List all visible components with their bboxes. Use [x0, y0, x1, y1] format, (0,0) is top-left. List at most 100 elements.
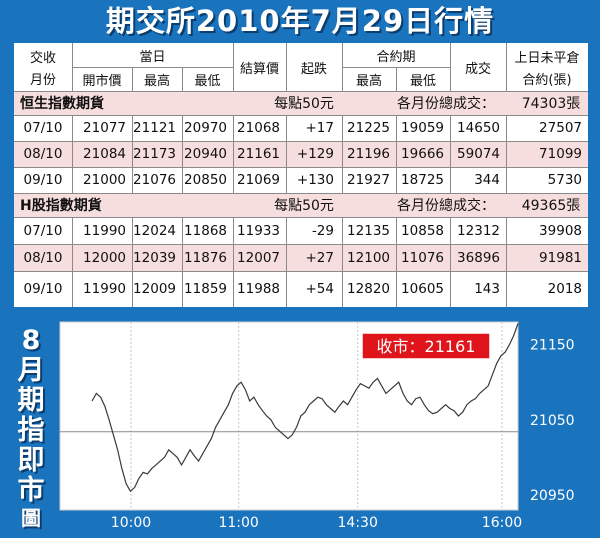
table-cell: 11076: [401, 249, 444, 266]
section-total-label: 各月份總成交：: [397, 198, 495, 214]
data-row-bg: [14, 271, 588, 307]
table-cell: 21069: [237, 172, 280, 188]
side-title-char: 期: [17, 385, 45, 416]
grid-vline: [506, 115, 507, 193]
grid-vline: [396, 217, 397, 307]
grid-hline: [14, 91, 588, 92]
grid-vline: [132, 115, 133, 193]
table-cell: 12009: [133, 281, 176, 297]
grid-vline: [342, 217, 343, 307]
data-row-bg: [14, 167, 588, 193]
section-point-value: 每點50元: [274, 198, 334, 214]
table-cell: 19666: [401, 146, 444, 162]
data-row-bg: [14, 217, 588, 244]
section-total: 74303張: [521, 96, 581, 112]
x-tick-label: 16:00: [482, 515, 522, 531]
header-today-group: 當日: [139, 49, 166, 65]
price-line: [91, 323, 519, 493]
table-cell: 14650: [457, 120, 500, 136]
table-cell: 21121: [133, 120, 176, 136]
page-title: 期交所2010年7月29日行情: [105, 4, 495, 38]
table-cell: 11859: [184, 281, 227, 297]
table-cell: 59074: [457, 146, 500, 162]
table-cell: 27507: [539, 120, 582, 136]
table-cell: 11868: [184, 222, 227, 239]
section-total: 49365張: [521, 198, 581, 214]
header-oi-line1: 上日未平倉: [514, 50, 580, 66]
table-cell: 21076: [133, 172, 176, 188]
side-title-char: 月: [17, 355, 45, 386]
grid-hline: [14, 244, 588, 245]
grid-vline: [233, 43, 234, 91]
grid-vline: [506, 217, 507, 307]
x-tick-label: 14:30: [338, 515, 378, 531]
header-contract-low: 最低: [409, 73, 436, 89]
closing-label: 收市：21161: [377, 337, 476, 356]
grid-vline: [396, 67, 397, 91]
grid-hline: [14, 217, 588, 218]
header-month-line1: 交收: [29, 50, 56, 66]
table-cell: 21225: [347, 120, 390, 136]
table-cell: 11933: [237, 222, 280, 239]
grid-vline: [182, 115, 183, 193]
table-cell: +17: [305, 120, 335, 136]
grid-vline: [72, 115, 73, 193]
grid-hline: [14, 141, 588, 142]
intraday-chart: 21150 21050 20950 10:00 11:00 14:30 16:00 收市：2…: [59, 321, 575, 531]
table-cell: 21000: [83, 172, 126, 188]
data-row-bg: [14, 244, 588, 271]
table-cell: 12820: [347, 281, 390, 297]
chart-grid: [60, 322, 518, 510]
chart-side-title: 8 月 期 指 即 市 圖: [8, 325, 54, 531]
table-cell: 12007: [237, 249, 280, 266]
grid-vline: [182, 217, 183, 307]
grid-vline: [450, 115, 451, 193]
table-cell: 344: [474, 172, 500, 188]
table-cell: 71099: [539, 146, 582, 162]
table-cell: 12100: [347, 249, 390, 266]
table-cell: 20850: [184, 172, 227, 188]
grid-hline: [72, 67, 233, 68]
table-cell: 10605: [401, 281, 444, 297]
table-cell: 12312: [457, 222, 500, 239]
header-month-line2: 月份: [29, 72, 56, 88]
grid-vline: [396, 115, 397, 193]
header-volume: 成交: [464, 61, 491, 77]
table-cell: 91981: [539, 249, 582, 266]
header-contract-high: 最高: [355, 73, 382, 89]
side-title-char: 8: [21, 325, 41, 356]
header-open: 開市價: [82, 73, 122, 89]
table-cell: 36896: [457, 249, 500, 266]
section-name: H股指數期貨: [20, 198, 102, 214]
x-tick-label: 11:00: [218, 515, 258, 531]
table-cell: +27: [305, 249, 335, 266]
table-cell: 21077: [83, 120, 126, 136]
side-title-char: 指: [17, 415, 45, 446]
table-cell: 11990: [83, 281, 126, 297]
header-contract-group: 合約期: [376, 49, 416, 65]
grid-vline: [450, 43, 451, 91]
table-cell: 11876: [184, 249, 227, 266]
table-cell: +130: [296, 172, 334, 188]
section-total-label: 各月份總成交：: [397, 96, 495, 112]
row-month: 09/10: [23, 172, 63, 188]
section-point-value: 每點50元: [274, 96, 334, 112]
table-cell: 12135: [347, 222, 390, 239]
table-cell: +54: [305, 281, 335, 297]
grid-hline: [14, 271, 588, 272]
header-low: 最低: [194, 73, 221, 89]
header-high: 最高: [143, 73, 170, 89]
header-change: 起跌: [300, 61, 327, 77]
grid-vline: [342, 115, 343, 193]
grid-vline: [132, 217, 133, 307]
row-month: 09/10: [23, 281, 63, 297]
table-cell: 21084: [83, 146, 126, 162]
grid-vline: [132, 67, 133, 91]
table-cell: 11990: [83, 222, 126, 239]
grid-vline: [450, 217, 451, 307]
grid-hline: [342, 67, 450, 68]
table-cell: 21161: [237, 146, 280, 162]
table-cell: 10858: [401, 222, 444, 239]
y-tick-label: 20950: [530, 488, 575, 504]
